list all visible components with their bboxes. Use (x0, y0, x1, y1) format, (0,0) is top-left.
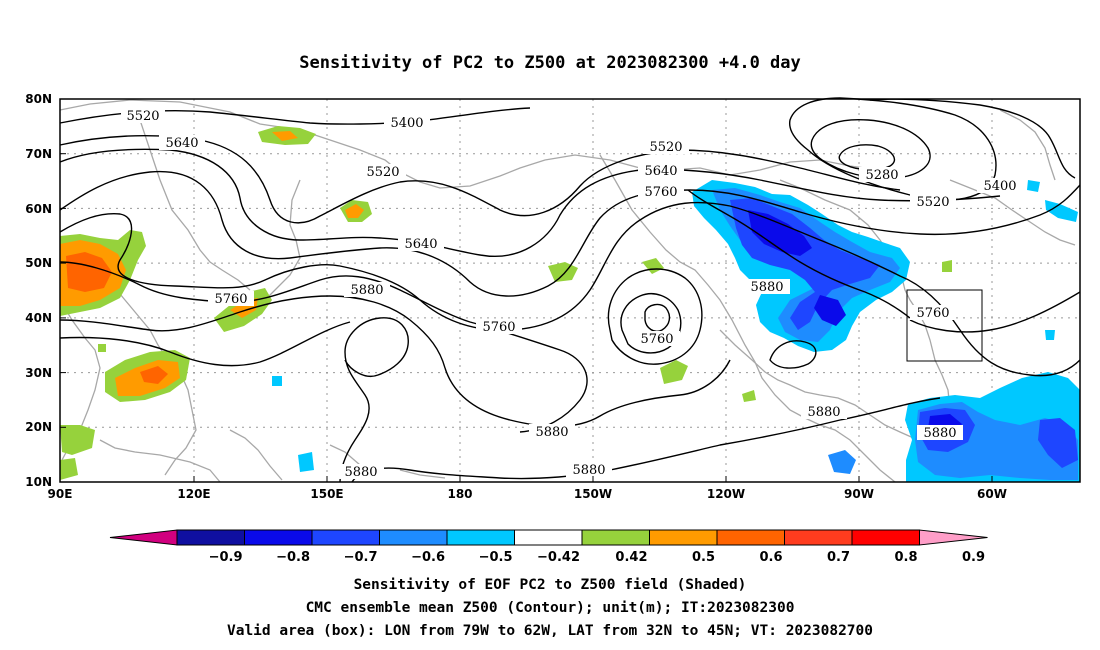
svg-text:5640: 5640 (644, 164, 677, 179)
caption-line-1: Sensitivity of EOF PC2 to Z500 field (Sh… (354, 577, 747, 593)
svg-text:5760: 5760 (640, 332, 673, 347)
lon-label: 150E (310, 487, 343, 501)
svg-text:5880: 5880 (572, 463, 605, 478)
lat-label: 60N (25, 202, 52, 216)
svg-text:5280: 5280 (865, 168, 898, 183)
colorbar-label: −0.9 (209, 550, 243, 565)
colorbar-label: −0.6 (411, 550, 445, 565)
svg-text:5760: 5760 (482, 320, 515, 335)
lon-label: 180 (447, 487, 472, 501)
colorbar-label: 0.42 (615, 550, 647, 565)
lat-axis-labels: 80N 70N 60N 50N 40N 30N 20N 10N (25, 92, 52, 489)
svg-text:5880: 5880 (350, 283, 383, 298)
colorbar-box (514, 529, 583, 546)
svg-text:5400: 5400 (390, 116, 423, 131)
svg-text:5520: 5520 (916, 195, 949, 210)
colorbar-box (851, 529, 920, 546)
colorbar-label: −0.5 (479, 550, 513, 565)
svg-text:5520: 5520 (126, 109, 159, 124)
svg-text:5760: 5760 (916, 306, 949, 321)
colorbar-label: 0.7 (827, 550, 850, 565)
svg-text:5880: 5880 (535, 425, 568, 440)
colorbar-label: −0.7 (344, 550, 378, 565)
svg-text:5760: 5760 (644, 185, 677, 200)
colorbar-box (176, 529, 245, 546)
colorbar-box (716, 529, 785, 546)
svg-text:5880: 5880 (923, 426, 956, 441)
svg-text:5880: 5880 (344, 465, 377, 480)
lon-axis-labels: 90E 120E 150E 180 150W 120W 90W 60W (48, 487, 1007, 501)
colorbar: −0.9 −0.8 −0.7 −0.6 −0.5 −0.42 0.42 0.5 0.6 0.7 0.… (109, 529, 988, 565)
colorbar-box (446, 529, 515, 546)
colorbar-box (244, 529, 313, 546)
lon-label: 120W (707, 487, 745, 501)
svg-text:5640: 5640 (404, 237, 437, 252)
caption-line-2: CMC ensemble mean Z500 (Contour); unit(m… (306, 600, 795, 616)
lon-label: 90W (844, 487, 874, 501)
lat-label: 70N (25, 147, 52, 161)
svg-text:5880: 5880 (750, 280, 783, 295)
colorbar-box (379, 529, 448, 546)
lat-label: 40N (25, 311, 52, 325)
colorbar-left-arrow (109, 529, 178, 546)
svg-text:5520: 5520 (366, 165, 399, 180)
lon-label: 120E (177, 487, 210, 501)
colorbar-label: −0.8 (276, 550, 310, 565)
lon-label: 60W (977, 487, 1007, 501)
colorbar-label: 0.9 (962, 550, 985, 565)
colorbar-label: 0.6 (759, 550, 782, 565)
colorbar-box (649, 529, 718, 546)
map-panel: 5520 5400 5640 5520 5520 5640 5760 5280 … (59, 97, 1081, 483)
svg-text:5880: 5880 (807, 405, 840, 420)
colorbar-box (581, 529, 650, 546)
lat-label: 30N (25, 366, 52, 380)
lon-label: 90E (48, 487, 73, 501)
svg-text:5400: 5400 (983, 179, 1016, 194)
lat-label: 50N (25, 256, 52, 270)
colorbar-label: 0.5 (692, 550, 715, 565)
lat-label: 80N (25, 92, 52, 106)
colorbar-label: 0.8 (894, 550, 917, 565)
colorbar-box (784, 529, 853, 546)
figure-title: Sensitivity of PC2 to Z500 at 2023082300… (299, 53, 801, 73)
contour-labels: 5520 5400 5640 5520 5520 5640 5760 5280 … (121, 108, 1023, 480)
caption-line-3: Valid area (box): LON from 79W to 62W, L… (227, 623, 873, 639)
lat-label: 10N (25, 475, 52, 489)
lat-label: 20N (25, 420, 52, 434)
svg-text:5760: 5760 (214, 292, 247, 307)
colorbar-right-arrow (919, 529, 988, 546)
lon-label: 150W (574, 487, 612, 501)
svg-text:5520: 5520 (649, 140, 682, 155)
z500-contours (59, 97, 1081, 483)
valid-area-box (906, 289, 983, 362)
svg-text:5640: 5640 (165, 136, 198, 151)
colorbar-box (311, 529, 380, 546)
colorbar-label: −0.42 (537, 550, 580, 565)
